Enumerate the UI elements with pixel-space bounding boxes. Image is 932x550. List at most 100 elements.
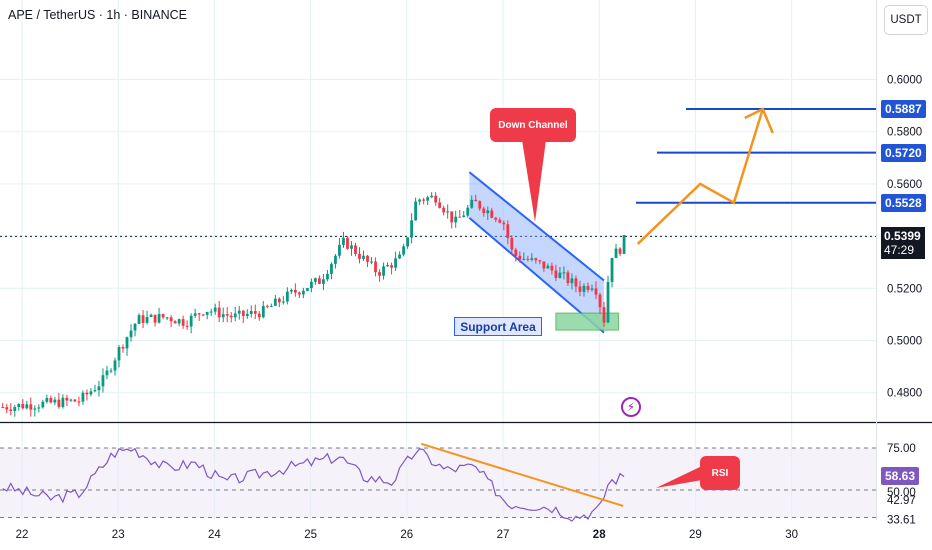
candle-body [305, 288, 309, 291]
candle-body [229, 315, 233, 318]
candle-body [334, 255, 337, 264]
candle-body [546, 265, 550, 269]
x-tick-label: 28 [593, 529, 606, 541]
rsi-indicator [2, 442, 625, 522]
candle-body [289, 289, 293, 292]
candle-body [466, 207, 470, 216]
candle-body [446, 211, 450, 213]
rsi-callout-pointer [656, 466, 702, 488]
candle-body [77, 401, 81, 403]
rsi-divergence-line [420, 442, 624, 507]
candle-body [342, 237, 345, 245]
candle-body [145, 316, 149, 323]
candle-body [378, 272, 381, 276]
bar-countdown: 47:29 [884, 243, 915, 258]
candle-body [161, 314, 165, 318]
candle-body [273, 298, 277, 306]
candle-body [261, 305, 265, 318]
candle-body [1, 407, 5, 409]
candle-body [506, 224, 510, 238]
y-tick-label: 0.6000 [887, 75, 922, 87]
candle-body [249, 311, 253, 314]
candle-body [554, 270, 558, 278]
candle-body [346, 237, 349, 249]
candle-body [209, 311, 213, 313]
candle-body [594, 288, 598, 295]
candle-body [125, 337, 129, 349]
candle-body [310, 281, 313, 289]
candle-body [141, 315, 145, 323]
candle-body [418, 199, 422, 202]
grid [0, 0, 932, 520]
y-tick-label: 0.5800 [887, 127, 922, 139]
candle-body [454, 216, 458, 223]
channel-upper [468, 171, 605, 282]
candle-body [438, 202, 442, 208]
candle-body [25, 404, 29, 409]
candle-body [37, 407, 41, 409]
candle-body [402, 246, 405, 255]
projection-arrowhead [744, 107, 774, 134]
candle-body [9, 409, 13, 411]
projection-path [636, 107, 774, 245]
candle-body [478, 201, 482, 209]
candle-body [33, 408, 37, 410]
candle-body [354, 245, 357, 254]
candle-body [225, 314, 229, 316]
candle-body [610, 257, 614, 282]
candle-body [434, 195, 438, 203]
candle-body [105, 370, 109, 376]
candle-body [374, 261, 377, 273]
candle-body [498, 219, 502, 223]
candle-body [293, 289, 297, 293]
candle-body [217, 307, 221, 318]
rsi-callout: RSI [700, 456, 740, 490]
support-area-label: Support Area [454, 317, 542, 336]
candle-body [197, 313, 201, 315]
candle-body [45, 397, 49, 402]
y-tick-label: 0.5600 [887, 179, 922, 191]
candle-body [558, 272, 562, 278]
rsi-tick-label: 75.00 [887, 443, 916, 455]
candle-body [277, 298, 281, 303]
candle-body [582, 285, 586, 292]
candle-body [153, 314, 157, 323]
candle-body [81, 392, 85, 402]
candle-body [257, 313, 261, 318]
candle-body [297, 292, 301, 295]
candle-body [137, 315, 141, 324]
candle-body [133, 323, 137, 331]
candle-body [602, 307, 606, 323]
candle-body [117, 347, 121, 361]
candle-body [318, 278, 321, 284]
candle-body [450, 211, 454, 223]
candle-body [538, 260, 542, 262]
y-tick-label: 0.5000 [887, 336, 922, 348]
candle-body [165, 317, 169, 319]
candle-body [149, 314, 153, 317]
candle-body [386, 265, 389, 267]
candle-body [550, 265, 554, 271]
rsi-band [0, 447, 876, 519]
candle-body [69, 399, 73, 401]
candle-body [5, 407, 9, 410]
candle-body [189, 315, 193, 327]
candle-body [61, 397, 65, 407]
candle-body [285, 291, 289, 302]
lightning-event-icon[interactable]: ⚡ [621, 397, 641, 417]
candle-body [430, 195, 434, 198]
candle-body [89, 391, 93, 395]
currency-button[interactable]: USDT [884, 5, 928, 35]
candle-body [366, 255, 369, 262]
candle-body [21, 403, 25, 409]
candle-body [394, 258, 397, 268]
candle-body [350, 245, 353, 249]
candle-body [578, 286, 582, 292]
candle-body [57, 399, 61, 407]
x-tick-label: 26 [400, 529, 413, 541]
candle-body [169, 317, 173, 322]
x-tick-label: 25 [304, 529, 317, 541]
candle-body [542, 261, 546, 269]
